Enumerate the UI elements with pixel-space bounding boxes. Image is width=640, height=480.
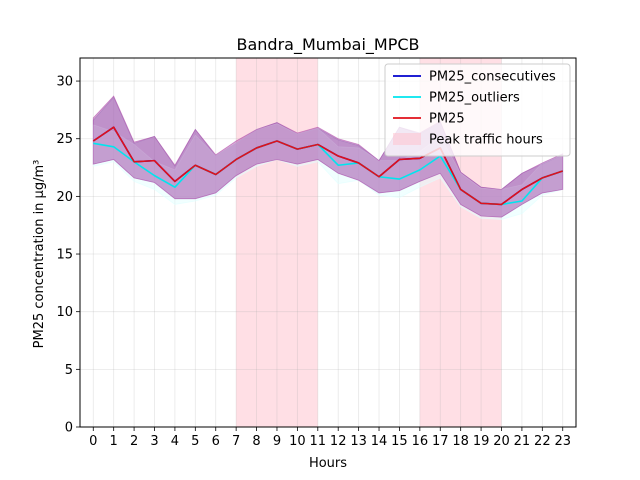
y-tick-label: 20 [56,190,73,205]
x-tick-label: 0 [89,434,97,449]
x-tick-label: 3 [150,434,158,449]
legend-label-pm25-consecutives: PM25_consecutives [429,70,556,85]
y-axis-ticks: 0 5 10 15 20 25 30 [56,75,80,436]
x-tick-label: 6 [212,434,220,449]
x-tick-label: 8 [252,434,260,449]
legend-box [384,63,571,157]
x-tick-label: 2 [130,434,138,449]
x-tick-label: 22 [534,434,551,449]
peak-traffic-region-1 [236,58,318,427]
y-tick-label: 30 [56,75,73,90]
x-tick-label: 9 [273,434,281,449]
x-tick-label: 13 [350,434,367,449]
legend-swatch-peak-traffic-hours [393,133,421,145]
x-tick-label: 14 [371,434,388,449]
x-tick-label: 11 [310,434,327,449]
x-tick-label: 19 [473,434,490,449]
legend-label-pm25-outliers: PM25_outliers [429,91,520,106]
x-tick-label: 5 [191,434,199,449]
x-tick-label: 12 [330,434,347,449]
band-pm25 [92,95,564,218]
chart-title: Bandra_Mumbai_MPCB [237,35,420,55]
line-pm25 [92,126,563,206]
x-tick-label: 7 [232,434,240,449]
x-tick-label: 17 [432,434,449,449]
x-axis-title: Hours [309,456,347,471]
legend: PM25_consecutives PM25_outliers PM25 Peak t… [384,63,571,157]
x-tick-label: 1 [110,434,118,449]
x-axis-ticks: 0 1 2 3 4 5 6 7 8 9 10 11 12 13 14 15 16 17 18 19 20 21 22 23 [89,427,571,449]
x-tick-label: 10 [289,434,306,449]
series-lines [92,126,563,206]
y-tick-label: 15 [56,248,73,263]
y-tick-label: 0 [65,421,73,436]
x-tick-label: 4 [171,434,179,449]
x-tick-label: 20 [493,434,510,449]
x-tick-label: 15 [391,434,408,449]
y-tick-label: 10 [56,305,73,320]
plot-frame [79,57,577,428]
y-tick-label: 25 [56,132,73,147]
x-tick-label: 23 [554,434,571,449]
y-tick-label: 5 [65,363,73,378]
legend-label-pm25: PM25 [429,112,465,127]
y-axis-title: PM25 concentration in μg/m³ [32,160,47,349]
x-tick-label: 21 [514,434,531,449]
x-tick-label: 18 [452,434,469,449]
x-tick-label: 16 [412,434,429,449]
legend-label-peak-traffic-hours: Peak traffic hours [429,133,543,148]
